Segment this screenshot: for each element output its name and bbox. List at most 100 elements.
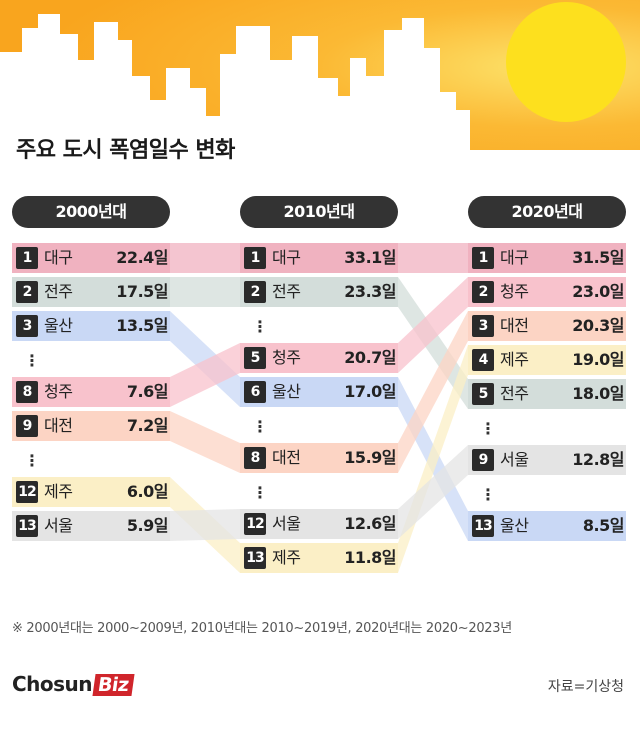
city-name: 울산 (272, 382, 301, 401)
rank-badge: 9 (16, 415, 38, 437)
rank-badge: 2 (16, 281, 38, 303)
period-pill-2000s: 2000년대 (12, 196, 170, 228)
ellipsis-icon: ⋮ (252, 483, 268, 502)
city-name: 제주 (44, 482, 73, 501)
heatwave-days-value: 17.5일 (116, 282, 168, 301)
row-background (12, 477, 170, 507)
city-name: 대구 (44, 248, 73, 267)
row-background (240, 243, 398, 273)
city-name: 제주 (272, 548, 301, 567)
city-name: 전주 (272, 282, 301, 301)
logo-text: Chosun (12, 672, 93, 696)
rank-badge: 8 (16, 381, 38, 403)
heatwave-days-value: 12.8일 (572, 450, 624, 469)
heatwave-days-value: 5.9일 (126, 516, 169, 535)
connector-band (398, 277, 468, 409)
rank-row: 13 울산 8.5일 (468, 511, 626, 541)
ellipsis-icon: ⋮ (24, 351, 40, 370)
row-background (468, 379, 626, 409)
heatwave-days-value: 33.1일 (344, 248, 396, 267)
heatwave-days-value: 20.3일 (572, 316, 624, 335)
row-background (468, 277, 626, 307)
city-name: 대전 (272, 448, 301, 467)
heatwave-days-value: 13.5일 (116, 316, 168, 335)
rank-row: 9 대전 7.2일 (12, 411, 170, 441)
ellipsis-icon: ⋮ (252, 317, 268, 336)
rank-row: 2 전주 17.5일 (12, 277, 170, 307)
rank-badge: 13 (472, 515, 494, 537)
city-name: 대구 (272, 248, 301, 267)
rank-badge: 9 (472, 449, 494, 471)
rank-badge: 12 (244, 513, 266, 535)
heatwave-days-value: 17.0일 (344, 382, 396, 401)
rank-badge: 6 (244, 381, 266, 403)
rank-row: 8 대전 15.9일 (240, 443, 398, 473)
connector-band (170, 277, 240, 307)
city-name: 전주 (44, 282, 73, 301)
row-background (12, 411, 170, 441)
rank-row: 5 전주 18.0일 (468, 379, 626, 409)
heatwave-days-value: 7.2일 (126, 416, 169, 435)
rank-badge: 2 (472, 281, 494, 303)
row-background (240, 443, 398, 473)
sun-icon (506, 2, 626, 122)
row-background (12, 377, 170, 407)
row-background (12, 277, 170, 307)
rank-row: 13 서울 5.9일 (12, 511, 170, 541)
row-background (240, 377, 398, 407)
heatwave-days-value: 19.0일 (572, 350, 624, 369)
row-background (12, 243, 170, 273)
rank-badge: 1 (472, 247, 494, 269)
period-note: ※ 2000년대는 2000~2009년, 2010년대는 2010~2019년… (12, 621, 512, 636)
heatwave-days-value: 12.6일 (344, 514, 396, 533)
rank-badge: 3 (16, 315, 38, 337)
rank-badge: 13 (16, 515, 38, 537)
chosunbiz-logo: Chosun Biz (12, 672, 135, 696)
city-name: 울산 (500, 516, 529, 535)
rank-row: 2 전주 23.3일 (240, 277, 398, 307)
rank-badge: 12 (16, 481, 38, 503)
rank-row: 1 대구 22.4일 (12, 243, 170, 273)
city-name: 청주 (272, 348, 301, 367)
period-pill-2020s: 2020년대 (468, 196, 626, 228)
heatwave-days-value: 18.0일 (572, 384, 624, 403)
city-name: 서울 (272, 514, 301, 533)
heatwave-days-value: 20.7일 (344, 348, 396, 367)
rank-row: 3 울산 13.5일 (12, 311, 170, 341)
row-background (468, 311, 626, 341)
period-pill-2010s: 2010년대 (240, 196, 398, 228)
city-name: 제주 (500, 350, 529, 369)
rank-badge: 8 (244, 447, 266, 469)
heatwave-days-value: 23.3일 (344, 282, 396, 301)
rank-badge: 3 (472, 315, 494, 337)
row-background (240, 343, 398, 373)
rank-badge: 1 (16, 247, 38, 269)
rank-badge: 13 (244, 547, 266, 569)
heatwave-days-value: 15.9일 (344, 448, 396, 467)
connector-band (170, 411, 240, 473)
city-name: 서울 (44, 516, 73, 535)
rank-row: 1 대구 31.5일 (468, 243, 626, 273)
heatwave-days-value: 23.0일 (572, 282, 624, 301)
heatwave-days-value: 22.4일 (116, 248, 168, 267)
row-background (240, 509, 398, 539)
rank-row: 4 제주 19.0일 (468, 345, 626, 375)
city-name: 청주 (44, 382, 73, 401)
connector-band (398, 311, 468, 473)
row-background (468, 511, 626, 541)
ellipsis-icon: ⋮ (480, 419, 496, 438)
rank-row: 13 제주 11.8일 (240, 543, 398, 573)
row-background (240, 543, 398, 573)
heatwave-days-value: 7.6일 (126, 382, 169, 401)
row-background (240, 277, 398, 307)
rank-badge: 5 (244, 347, 266, 369)
city-name: 대전 (44, 416, 73, 435)
ellipsis-icon: ⋮ (252, 417, 268, 436)
row-backgrounds (12, 243, 626, 573)
connector-band (170, 311, 240, 407)
rank-row: 2 청주 23.0일 (468, 277, 626, 307)
heatwave-days-value: 11.8일 (344, 548, 396, 567)
data-source: 자료=기상청 (547, 679, 624, 695)
connector-band (398, 277, 468, 373)
